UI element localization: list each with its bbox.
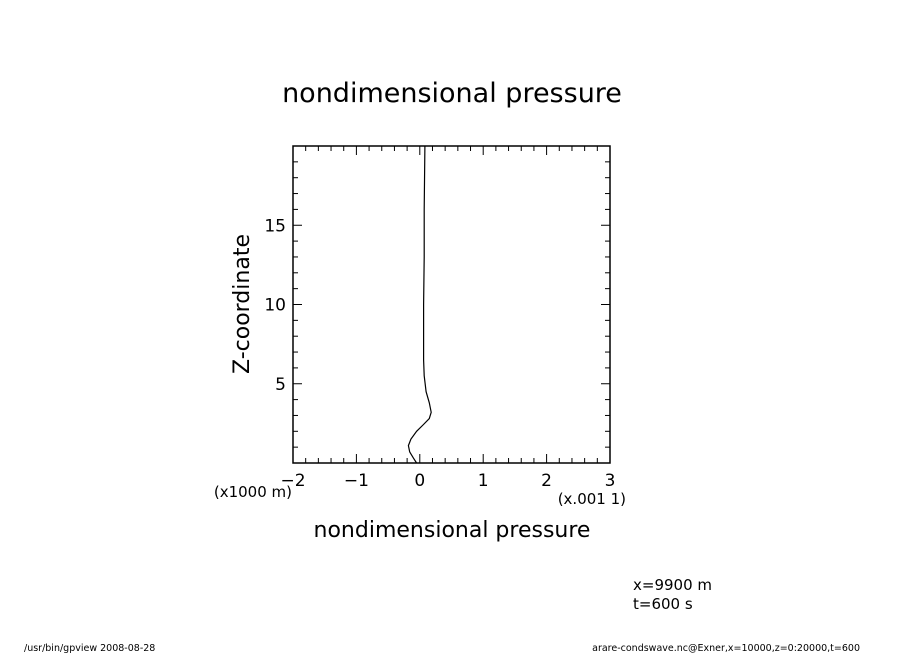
time-annotation: t=600 s — [633, 595, 693, 613]
axis-ticks — [292, 145, 611, 464]
y-tick-label: 10 — [264, 296, 286, 316]
x-tick-label: 0 — [414, 471, 425, 491]
y-tick-label: 5 — [275, 375, 286, 395]
chart-title: nondimensional pressure — [282, 78, 622, 109]
x-tick-labels: −2 −1 0 1 2 3 — [280, 471, 615, 491]
y-tick-label: 15 — [264, 216, 286, 236]
plot-frame — [292, 145, 611, 464]
x-tick-label: 1 — [478, 471, 489, 491]
x-tick-label: 3 — [605, 471, 616, 491]
y-tick-labels: 5 10 15 — [264, 216, 286, 395]
x-scale-label: (x.001 1) — [558, 490, 626, 508]
series-line — [407, 145, 432, 464]
position-annotation: x=9900 m — [633, 576, 712, 594]
y-axis-title: Z-coordinate — [230, 234, 255, 374]
footer-right: arare-condswave.nc@Exner,x=10000,z=0:200… — [592, 643, 860, 654]
x-tick-label: 2 — [541, 471, 552, 491]
y-scale-label: (x1000 m) — [214, 483, 292, 501]
x-tick-label: −1 — [344, 471, 369, 491]
x-axis-title: nondimensional pressure — [314, 518, 591, 543]
x-tick-label: −2 — [280, 471, 305, 491]
footer-left: /usr/bin/gpview 2008-08-28 — [24, 643, 155, 654]
